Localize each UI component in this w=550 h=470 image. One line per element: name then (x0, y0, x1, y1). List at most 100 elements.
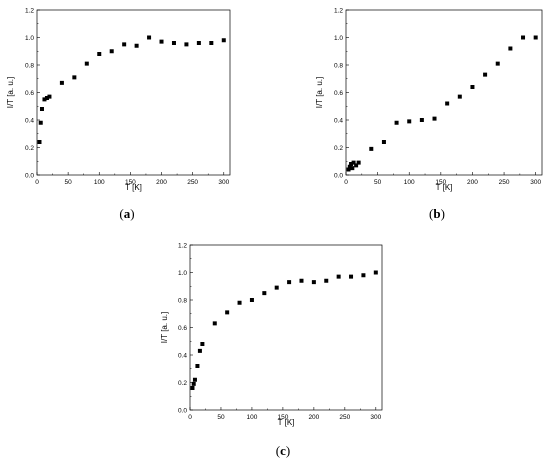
data-point-c-18 (361, 273, 366, 278)
xtick-label-c-0: 0 (188, 414, 192, 421)
data-point-c-7 (225, 310, 230, 315)
data-point-c-8 (237, 300, 242, 305)
data-point-a-1 (38, 120, 43, 125)
data-point-b-13 (445, 101, 450, 106)
caption-c: (c) (276, 443, 290, 458)
ytick-label-b-4: 0.8 (334, 62, 343, 69)
xtick-label-c-6: 300 (370, 414, 381, 421)
caption-b: (b) (429, 206, 445, 221)
xtick-label-a-4: 200 (156, 179, 167, 186)
data-point-b-15 (470, 85, 475, 89)
data-point-a-2 (39, 107, 44, 111)
plot-frame-c (189, 244, 383, 411)
ytick-label-c-6: 1.2 (178, 242, 187, 249)
data-point-c-10 (262, 291, 267, 296)
data-point-a-14 (159, 39, 164, 44)
data-point-a-0 (37, 140, 42, 144)
ytick-label-a-6: 1.2 (25, 7, 34, 14)
data-point-b-1 (347, 164, 352, 169)
caption-b-close: ) (441, 206, 445, 221)
xtick-label-a-2: 100 (94, 179, 105, 186)
data-point-b-20 (533, 35, 538, 40)
xlabel-c: T [K] (278, 418, 295, 427)
data-point-b-3 (350, 166, 355, 171)
ytick-label-b-6: 1.2 (334, 7, 343, 14)
ytick-label-a-3: 0.6 (25, 90, 34, 97)
data-point-b-17 (495, 61, 500, 66)
data-point-a-12 (134, 43, 139, 48)
ytick-label-b-3: 0.6 (334, 90, 343, 97)
xtick-label-b-3: 150 (435, 179, 446, 186)
xtick-label-b-1: 50 (374, 179, 382, 186)
xlabel-b: T [K] (436, 183, 453, 192)
data-point-b-5 (354, 163, 359, 168)
data-point-b-8 (381, 140, 386, 144)
ytick-label-a-5: 1.0 (25, 35, 34, 42)
data-point-b-2 (349, 162, 354, 166)
ytick-label-b-5: 1.0 (334, 35, 343, 42)
ytick-label-a-2: 0.4 (25, 117, 34, 124)
ytick-label-b-0: 0.0 (334, 172, 343, 179)
data-point-c-15 (324, 278, 329, 283)
xtick-label-c-4: 200 (308, 414, 319, 421)
data-point-b-12 (432, 116, 437, 121)
data-point-a-18 (209, 41, 214, 45)
data-point-c-0 (190, 386, 195, 390)
ylabel-b: I/T [a. u.] (315, 77, 324, 108)
plot-frame-a (36, 9, 231, 176)
ylabel-a: I/T [a. u.] (6, 77, 15, 108)
xtick-label-c-5: 250 (339, 414, 350, 421)
ytick-label-a-4: 0.8 (25, 62, 34, 69)
ticks-c: 0 50 100 150 200 250 300 0.0 0.2 0.4 0.6 0.8 1.0 1.2 (178, 242, 382, 421)
data-point-b-6 (356, 160, 361, 165)
data-point-a-7 (72, 75, 77, 80)
data-point-c-16 (336, 274, 341, 279)
panel-a: 0 50 100 150 200 250 3000.00.20.40.60.81.01.2 … (6, 7, 231, 221)
xtick-label-a-0: 0 (35, 179, 39, 186)
data-point-a-17 (196, 41, 201, 45)
data-point-a-4 (44, 96, 49, 100)
caption-c-letter: c (280, 443, 286, 458)
xtick-label-b-4: 200 (467, 179, 478, 186)
data-point-c-19 (373, 270, 378, 275)
data-point-a-5 (47, 94, 52, 99)
data-point-b-14 (457, 94, 462, 99)
data-point-c-9 (249, 298, 254, 302)
data-point-b-18 (508, 46, 513, 51)
ytick-label-c-1: 0.2 (178, 380, 187, 387)
ytick-label-c-4: 0.8 (178, 297, 187, 304)
caption-b-open: ( (429, 206, 433, 221)
caption-a-open: ( (119, 206, 123, 221)
xtick-label-a-5: 250 (187, 179, 198, 186)
xtick-label-c-2: 100 (247, 414, 258, 421)
data-point-c-13 (299, 278, 304, 283)
caption-a-close: ) (130, 206, 134, 221)
xtick-label-a-3: 150 (125, 179, 136, 186)
data-point-c-14 (311, 280, 316, 285)
data-point-a-15 (171, 41, 176, 45)
data-point-a-9 (97, 52, 102, 56)
data-point-b-0 (346, 167, 351, 172)
data-point-c-6 (212, 321, 217, 326)
ticks-b: 0 50 100 150 200 250 300 0.0 0.2 0.4 0.6 0.8 1.0 1.2 (334, 7, 542, 186)
data-point-b-19 (521, 35, 526, 40)
xlabel-a: T [K] (125, 183, 142, 192)
data-point-c-12 (287, 280, 292, 285)
data-point-a-8 (84, 61, 89, 66)
caption-c-close: ) (286, 443, 290, 458)
xtick-label-b-0: 0 (344, 179, 348, 186)
caption-b-letter: b (433, 206, 440, 221)
data-point-a-10 (109, 49, 114, 54)
data-point-b-10 (407, 119, 412, 124)
ticks-a: 0 50 100 150 200 250 300 0.0 0.2 0.4 0.6 0.8 1.0 1.2 (25, 7, 230, 186)
points-b (346, 35, 538, 172)
xtick-label-b-2: 100 (404, 179, 415, 186)
data-point-a-13 (147, 35, 152, 40)
data-point-c-2 (192, 377, 197, 382)
caption-a: (a) (119, 206, 134, 221)
data-point-c-5 (200, 342, 205, 346)
xtick-label-c-3: 150 (277, 414, 288, 421)
data-point-c-17 (349, 274, 354, 279)
xtick-label-b-6: 300 (530, 179, 541, 186)
